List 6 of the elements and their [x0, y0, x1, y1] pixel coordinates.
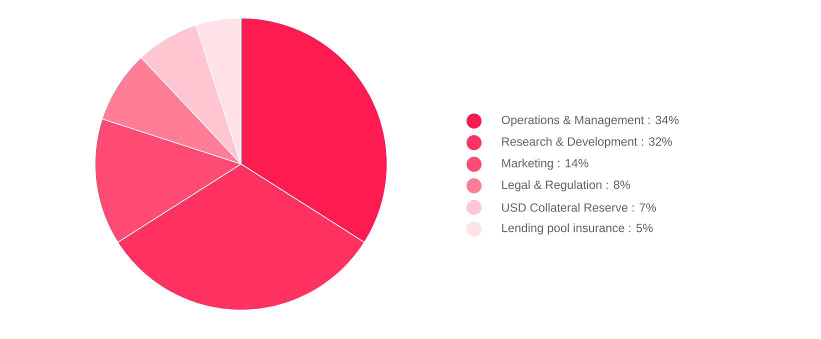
legend-label: Research & Development : 32%	[502, 137, 672, 148]
legend-label: Marketing : 14%	[502, 158, 588, 170]
legend-label: Lending pool insurance : 5%	[502, 223, 653, 235]
legend-label: Legal & Regulation : 8%	[502, 180, 630, 192]
legend-label: USD Collateral Reserve : 7%	[502, 203, 656, 212]
legend-label: Operations & Management : 34%	[502, 115, 679, 127]
